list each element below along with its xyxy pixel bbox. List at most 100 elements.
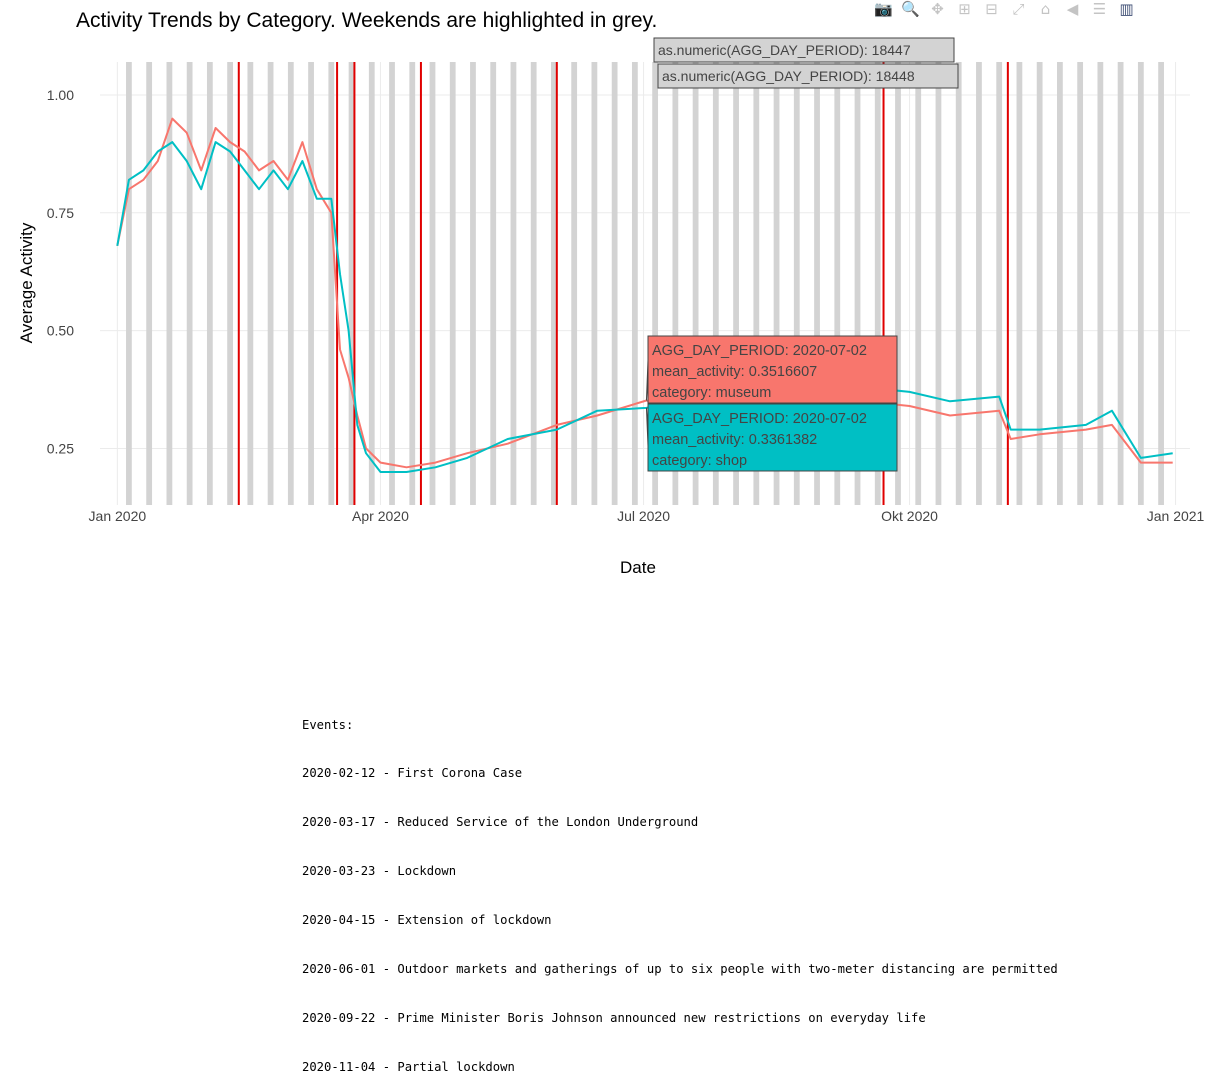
x-tick-label: Jan 2021 [1147, 508, 1205, 524]
weekend-band [308, 62, 314, 505]
x-hover-text: as.numeric(AGG_DAY_PERIOD): 18447 [658, 42, 911, 58]
weekend-band [712, 62, 719, 505]
hover-tooltip-museum: AGG_DAY_PERIOD: 2020-07-02 mean_activity:… [645, 335, 898, 404]
weekend-band [186, 62, 193, 505]
weekend-band [449, 62, 456, 505]
weekend-band [470, 62, 476, 505]
weekend-band [1117, 62, 1124, 505]
weekend-band [551, 62, 557, 505]
chart-title: Activity Trends by Category. Weekends ar… [76, 9, 657, 32]
weekend-band [955, 62, 962, 505]
weekend-band [631, 62, 638, 505]
tooltip-line: mean_activity: 0.3361382 [652, 432, 817, 448]
events-heading: Events: [302, 717, 354, 732]
weekend-band [368, 62, 375, 505]
event-item: 2020-04-15 - Extension of lockdown [302, 913, 552, 928]
weekend-band [206, 62, 213, 505]
weekend-band [915, 62, 922, 505]
zoom-icon[interactable]: 🔍 [901, 0, 920, 18]
home-icon[interactable]: ⌂ [1040, 0, 1051, 18]
hover-tooltip-shop: AGG_DAY_PERIOD: 2020-07-02 mean_activity:… [645, 403, 898, 472]
x-hover-box [657, 63, 959, 89]
axes: 0.25 0.50 0.75 1.00 Jan 2020 Apr 2020 Jul 2020… [47, 87, 1205, 524]
weekend-band [1077, 62, 1084, 505]
weekend-band [1137, 62, 1144, 505]
weekend-band [1016, 62, 1023, 505]
weekend-band [287, 62, 294, 505]
tooltip-box [647, 335, 898, 404]
weekend-band [1097, 62, 1104, 505]
x-axis-title: Date [620, 558, 656, 577]
weekend-band [874, 62, 881, 505]
tooltip-line: category: shop [652, 453, 747, 469]
gridlines [100, 62, 1190, 505]
event-item: 2020-06-01 - Outdoor markets and gatheri… [302, 962, 1058, 977]
modebar: 📷 🔍 ✥ ⊞ ⊟ ⤢ ⌂ ◀ ☰ ▥ [870, 0, 1140, 20]
event-item: 2020-11-04 - Partial lockdown [302, 1059, 515, 1074]
y-tick-label: 0.50 [47, 323, 74, 339]
weekend-band [429, 62, 436, 505]
x-tick-label: Okt 2020 [881, 508, 938, 524]
weekend-band [490, 62, 497, 505]
tooltip-line: mean_activity: 0.3516607 [652, 364, 817, 380]
x-tick-label: Jan 2020 [89, 508, 147, 524]
plotly-logo-icon[interactable]: ▥ [1119, 0, 1134, 18]
weekend-bands [126, 62, 1164, 505]
weekend-band [146, 62, 153, 505]
tooltips: as.numeric(AGG_DAY_PERIOD): 18447 as.nume… [645, 37, 959, 472]
series-lines[interactable] [116, 117, 1173, 473]
weekend-band [591, 62, 598, 505]
weekend-band [895, 62, 901, 505]
weekend-band [996, 62, 1003, 505]
y-tick-label: 1.00 [47, 87, 74, 103]
tooltip-line: category: museum [652, 385, 771, 401]
zoom-in-icon[interactable]: ⊞ [958, 0, 971, 18]
series-line-shop[interactable] [116, 141, 1173, 473]
weekend-band [247, 62, 254, 505]
weekend-band [976, 62, 982, 505]
event-item: 2020-02-12 - First Corona Case [302, 766, 523, 781]
tooltip-line: AGG_DAY_PERIOD: 2020-07-02 [652, 411, 867, 427]
weekend-band [753, 62, 760, 505]
weekend-band [834, 62, 841, 505]
x-hover-text: as.numeric(AGG_DAY_PERIOD): 18448 [662, 68, 915, 84]
hover-compare-icon[interactable]: ☰ [1092, 0, 1107, 18]
series-line-museum[interactable] [116, 117, 1173, 469]
weekend-band [733, 62, 739, 505]
weekend-band [935, 62, 942, 505]
camera-icon[interactable]: 📷 [874, 0, 893, 18]
weekend-band [773, 62, 780, 505]
weekend-band [1158, 62, 1164, 505]
weekend-band [166, 62, 173, 505]
weekend-band [652, 62, 659, 505]
hover-closest-icon[interactable]: ◀ [1066, 0, 1079, 18]
weekend-band [510, 62, 517, 505]
zoom-out-icon[interactable]: ⊟ [985, 0, 998, 18]
tooltip-line: AGG_DAY_PERIOD: 2020-07-02 [652, 343, 867, 359]
y-tick-label: 0.25 [47, 440, 74, 456]
y-tick-label: 0.75 [47, 205, 74, 221]
tooltip-box [647, 403, 898, 472]
weekend-band [814, 62, 820, 505]
weekend-band [672, 62, 679, 505]
weekend-band [267, 62, 274, 505]
event-item: 2020-03-17 - Reduced Service of the Lond… [302, 815, 699, 830]
events-list: Events: 2020-02-12 - First Corona Case 2… [302, 684, 1058, 1091]
weekend-band [692, 62, 699, 505]
weekend-band [227, 62, 233, 505]
weekend-band [793, 62, 800, 505]
weekend-band [328, 62, 335, 505]
weekend-band [1036, 62, 1043, 505]
event-item: 2020-03-23 - Lockdown [302, 864, 457, 879]
chart[interactable]: Activity Trends by Category. Weekends ar… [0, 0, 1210, 827]
x-tick-label: Jul 2020 [617, 508, 670, 524]
autoscale-icon[interactable]: ⤢ [1012, 0, 1025, 18]
weekend-band [409, 62, 416, 505]
weekend-band [1057, 62, 1063, 505]
x-hover-label: as.numeric(AGG_DAY_PERIOD): 18448 [657, 63, 959, 89]
pan-icon[interactable]: ✥ [931, 0, 944, 18]
weekend-band [854, 62, 861, 505]
x-hover-label: as.numeric(AGG_DAY_PERIOD): 18447 [653, 37, 955, 63]
y-axis-title: Average Activity [17, 222, 36, 343]
x-hover-box [653, 37, 955, 63]
